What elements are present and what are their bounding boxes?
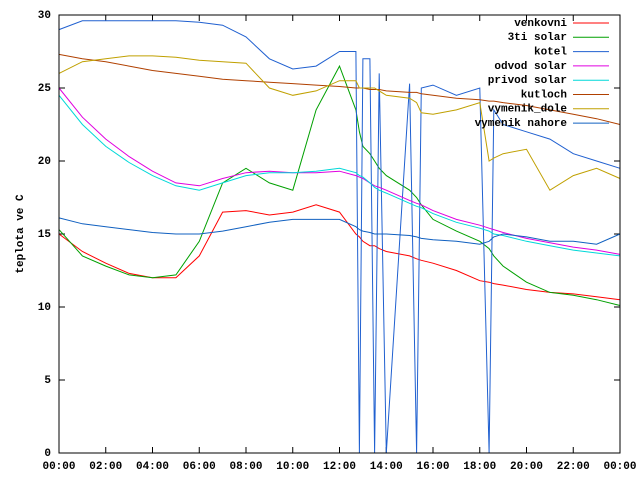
legend-label: odvod solar [494, 61, 567, 73]
series-line [58, 217, 621, 245]
series-line [58, 55, 621, 191]
x-tick-label: 22:00 [557, 461, 590, 473]
y-tick-label: 0 [44, 448, 51, 460]
series-line [58, 87, 621, 255]
x-tick-label: 12:00 [323, 461, 356, 473]
x-tick-label: 02:00 [89, 461, 122, 473]
series-line [58, 64, 621, 306]
legend-label: venkovni [514, 18, 567, 30]
legend-label: 3ti solar [508, 32, 567, 44]
x-tick-label: 14:00 [370, 461, 403, 473]
legend-label: vymenik nahore [475, 118, 568, 130]
plot-frame [58, 14, 621, 454]
y-tick-label: 10 [38, 302, 51, 314]
x-tick-label: 20:00 [510, 461, 543, 473]
x-tick-label: 04:00 [136, 461, 169, 473]
y-tick-label: 25 [38, 83, 52, 95]
x-tick-label: 00:00 [42, 461, 75, 473]
x-tick-label: 10:00 [276, 461, 309, 473]
x-tick-label: 18:00 [463, 461, 496, 473]
y-axis-label: teplota ve C [15, 194, 27, 274]
y-tick-label: 30 [38, 10, 51, 22]
x-tick-label: 08:00 [229, 461, 262, 473]
x-tick-label: 16:00 [416, 461, 449, 473]
y-tick-label: 20 [38, 156, 51, 168]
series-line [58, 94, 621, 257]
legend-label: kotel [534, 47, 567, 59]
series-line [58, 53, 621, 125]
series-line [58, 20, 621, 454]
y-tick-label: 15 [38, 229, 52, 241]
legend-label: privod solar [488, 75, 567, 87]
x-tick-label: 06:00 [183, 461, 216, 473]
legend-label: vymenik_dole [488, 104, 568, 116]
x-tick-label: 00:00 [603, 461, 636, 473]
legend-label: kutloch [521, 89, 567, 101]
y-tick-label: 5 [44, 375, 51, 387]
